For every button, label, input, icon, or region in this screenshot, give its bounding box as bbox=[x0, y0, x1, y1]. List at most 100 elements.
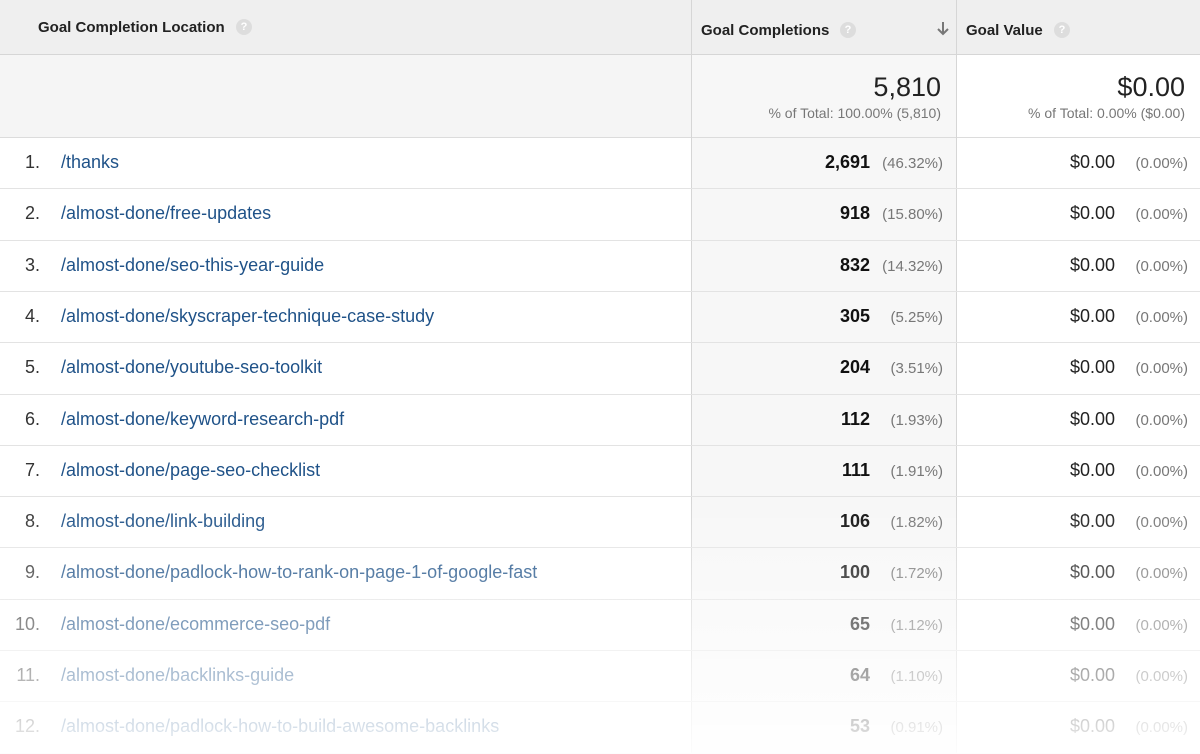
goal-value: $0.00 bbox=[1069, 408, 1115, 429]
row-divider bbox=[0, 342, 1200, 344]
completions: 112 bbox=[840, 408, 870, 429]
row-divider bbox=[0, 598, 1200, 600]
row-divider bbox=[0, 496, 1200, 498]
goal-value: $0.00 bbox=[1069, 254, 1115, 275]
row-index: 4. bbox=[24, 305, 40, 326]
row-divider bbox=[0, 547, 1200, 549]
location-link[interactable]: /almost-done/seo-this-year-guide bbox=[61, 254, 325, 275]
completions-pct: (1.12%) bbox=[890, 616, 943, 634]
completions: 204 bbox=[839, 357, 870, 378]
location-link[interactable]: /almost-done/page-seo-checklist bbox=[61, 459, 321, 480]
completions: 305 bbox=[839, 305, 870, 326]
column-divider bbox=[956, 0, 957, 754]
completions-pct: (1.93%) bbox=[890, 411, 943, 429]
completions: 65 bbox=[849, 613, 870, 634]
completions: 106 bbox=[839, 511, 870, 532]
table-header bbox=[0, 0, 1200, 55]
goal-value: $0.00 bbox=[1069, 613, 1115, 634]
row-index: 7. bbox=[24, 459, 40, 480]
totals-location-cell bbox=[0, 55, 691, 137]
row-index: 1. bbox=[24, 152, 40, 172]
row-divider bbox=[0, 701, 1200, 703]
help-icon[interactable]: ? bbox=[236, 19, 252, 35]
goal-value: $0.00 bbox=[1069, 665, 1115, 685]
goal-value-pct: (0.00%) bbox=[1135, 462, 1188, 480]
row-index: 2. bbox=[24, 203, 40, 224]
location-link[interactable]: /almost-done/backlinks-guide bbox=[61, 665, 295, 685]
location-link[interactable]: /almost-done/padlock-how-to-rank-on-page… bbox=[61, 562, 538, 583]
goal-value-pct: (0.00%) bbox=[1135, 206, 1188, 224]
location-link[interactable]: /almost-done/free-updates bbox=[61, 203, 272, 224]
goal-value-pct: (0.00%) bbox=[1135, 308, 1188, 326]
location-link[interactable]: /almost-done/keyword-research-pdf bbox=[61, 408, 345, 429]
row-index: 12. bbox=[14, 716, 40, 737]
row-divider bbox=[0, 290, 1200, 292]
row-index: 6. bbox=[24, 408, 40, 429]
completions: 832 bbox=[839, 254, 870, 275]
header-location[interactable]: Goal Completion Location bbox=[38, 19, 225, 36]
goal-value-pct: (0.00%) bbox=[1135, 360, 1188, 378]
goal-value: $0.00 bbox=[1069, 562, 1115, 583]
completions-pct: (1.91%) bbox=[890, 462, 943, 480]
completions-pct: (3.51%) bbox=[890, 360, 943, 378]
goal-value-pct: (0.00%) bbox=[1135, 411, 1188, 429]
location-link[interactable]: /almost-done/ecommerce-seo-pdf bbox=[61, 613, 331, 634]
row-index: 3. bbox=[24, 254, 40, 275]
header-completions[interactable]: Goal Completions bbox=[701, 22, 830, 39]
row-index: 5. bbox=[24, 357, 40, 378]
completions: 111 bbox=[841, 459, 870, 480]
column-divider bbox=[691, 0, 692, 754]
completions: 64 bbox=[849, 665, 870, 685]
row-divider bbox=[0, 393, 1200, 395]
goal-value: $0.00 bbox=[1069, 203, 1115, 224]
location-link[interactable]: /almost-done/padlock-how-to-build-awesom… bbox=[61, 716, 500, 737]
goal-value-pct: (0.00%) bbox=[1135, 257, 1188, 275]
location-link[interactable]: /almost-done/youtube-seo-toolkit bbox=[61, 357, 323, 378]
location-link[interactable]: /almost-done/skyscraper-technique-case-s… bbox=[61, 305, 435, 326]
goal-value-pct: (0.00%) bbox=[1135, 514, 1188, 532]
goal-value-pct: (0.00%) bbox=[1135, 719, 1188, 737]
goal-value: $0.00 bbox=[1069, 305, 1115, 326]
row-divider bbox=[0, 444, 1200, 446]
completions: 2,691 bbox=[824, 152, 870, 172]
completions: 53 bbox=[849, 716, 870, 737]
completions: 918 bbox=[839, 203, 870, 224]
completions-pct: (14.32%) bbox=[882, 257, 943, 275]
completions: 100 bbox=[839, 562, 870, 583]
completions-pct: (46.32%) bbox=[882, 155, 943, 172]
totals-row bbox=[0, 55, 1200, 138]
completions-pct: (1.72%) bbox=[890, 565, 943, 583]
goal-value: $0.00 bbox=[1069, 459, 1115, 480]
header-value[interactable]: Goal Value bbox=[966, 22, 1043, 39]
goal-value: $0.00 bbox=[1069, 357, 1115, 378]
sort-arrow[interactable] bbox=[935, 20, 951, 38]
goal-value-pct: (0.00%) bbox=[1135, 565, 1188, 583]
help-icon[interactable]: ? bbox=[840, 22, 856, 38]
total-completions-note: % of Total: 100.00% (5,810) bbox=[768, 105, 941, 121]
total-completions: 5,810 bbox=[873, 72, 941, 102]
goal-value: $0.00 bbox=[1069, 511, 1115, 532]
row-index: 8. bbox=[24, 511, 40, 532]
goal-value-pct: (0.00%) bbox=[1135, 616, 1188, 634]
row-index: 11. bbox=[16, 665, 40, 685]
total-value-note: % of Total: 0.00% ($0.00) bbox=[1028, 105, 1185, 121]
row-index: 9. bbox=[24, 562, 40, 583]
row-divider bbox=[0, 650, 1200, 651]
row-index: 10. bbox=[14, 613, 40, 634]
goal-value-pct: (0.00%) bbox=[1135, 155, 1188, 172]
help-icon[interactable]: ? bbox=[1054, 22, 1070, 38]
completions-pct: (1.10%) bbox=[890, 668, 943, 685]
completions-pct: (5.25%) bbox=[890, 308, 943, 326]
completions-pct: (15.80%) bbox=[882, 206, 943, 224]
goal-value: $0.00 bbox=[1069, 716, 1115, 737]
total-value: $0.00 bbox=[1117, 72, 1185, 102]
completions-pct: (0.91%) bbox=[890, 719, 943, 737]
row-divider bbox=[0, 239, 1200, 241]
completions-pct: (1.82%) bbox=[890, 514, 943, 532]
location-link[interactable]: /almost-done/link-building bbox=[61, 511, 266, 532]
goal-value-pct: (0.00%) bbox=[1135, 668, 1188, 685]
row-divider bbox=[0, 188, 1200, 190]
goal-value: $0.00 bbox=[1069, 152, 1115, 172]
location-link[interactable]: /thanks bbox=[61, 152, 120, 172]
